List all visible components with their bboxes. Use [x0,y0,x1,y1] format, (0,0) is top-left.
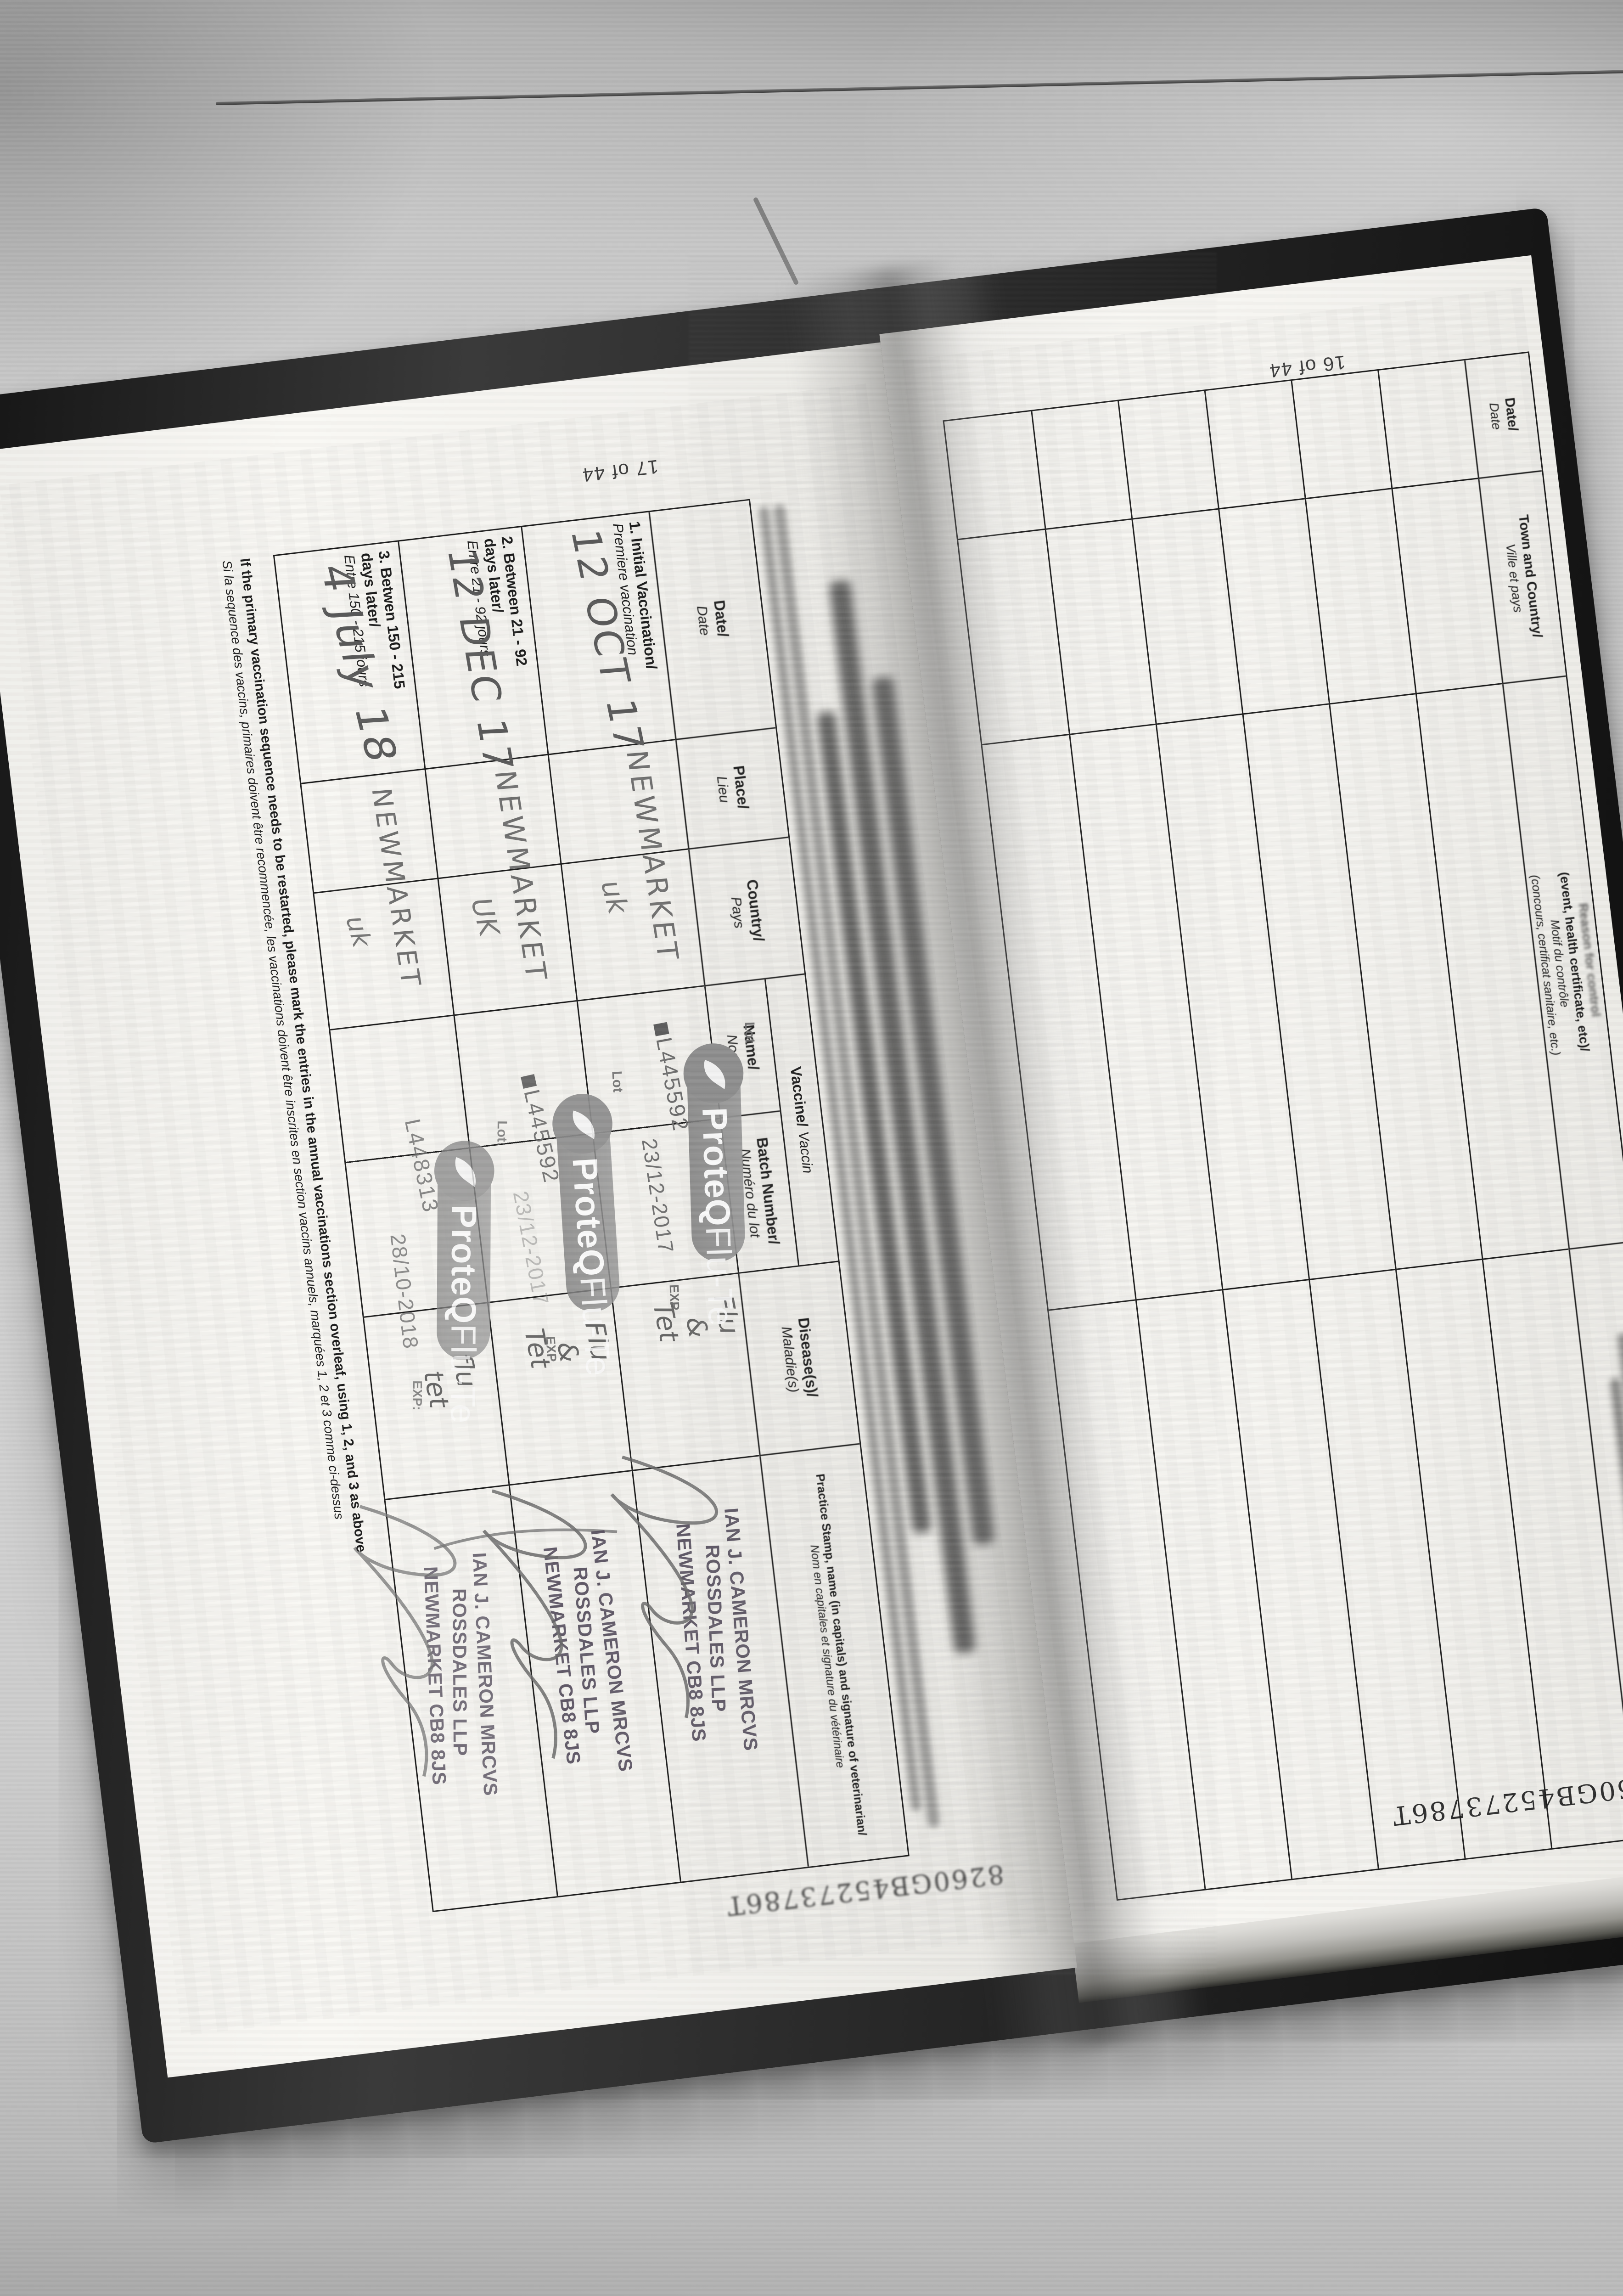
proteq-pill-logo: ProteQFlu-Te [434,1141,494,1424]
header-place: Place/ Lieu [675,728,789,850]
page-17-content: 17 of 44 8260GB45273786T Date/ Date Plac… [0,383,1048,2036]
header-country: Country/ Pays [688,838,805,987]
proteq-pill-logo: ProteQFlu-Te [683,1043,746,1327]
cover-clip-edge [753,197,799,286]
empty-cell [944,411,1045,540]
lot-square-icon [653,1022,669,1036]
empty-cell [1377,360,1478,490]
row1-expiry: 23/12-2017 [637,1137,679,1255]
row3-vet-stamp: IAN J. CAMERON MRCVS ROSSDALES LLP NEWMA… [420,1552,502,1797]
row1-country-cell [560,850,704,1002]
leaf-icon [683,1043,744,1103]
control-table: Date/ Date Town and Country/ Ville et pa… [943,351,1623,1901]
empty-cell [1118,391,1219,520]
lot-square-icon [521,1074,537,1089]
row1-vaccine-stamp: Lot ProteQFlu-Te L445592 23/12-2017 EXP [637,1021,758,1327]
empty-cell [1031,401,1132,530]
leaf-icon [552,1093,612,1154]
leaf-icon [434,1141,494,1201]
scanner-edge-line [215,70,1623,105]
empty-cell [1204,381,1305,510]
empty-cell [1291,371,1392,500]
passport-booklet: 17 of 44 8260GB45273786T Date/ Date Plac… [0,207,1623,2144]
row2-expiry: 23/12-2017 [508,1189,554,1308]
row3-vaccine-stamp: Lot: ProteQFlu-Te L448313 28/10-2018 EXP… [386,1117,510,1424]
proteq-pill-logo: ProteQFlu-Te [552,1093,621,1377]
row3-expiry: 28/10-2018 [386,1232,423,1351]
row3-place-cell [301,770,438,894]
page-number: 17 of 44 [580,456,660,486]
row2-vaccine-stamp: Lot ProteQFlu-Te L445592 23/12-2017 EXP [508,1070,626,1378]
